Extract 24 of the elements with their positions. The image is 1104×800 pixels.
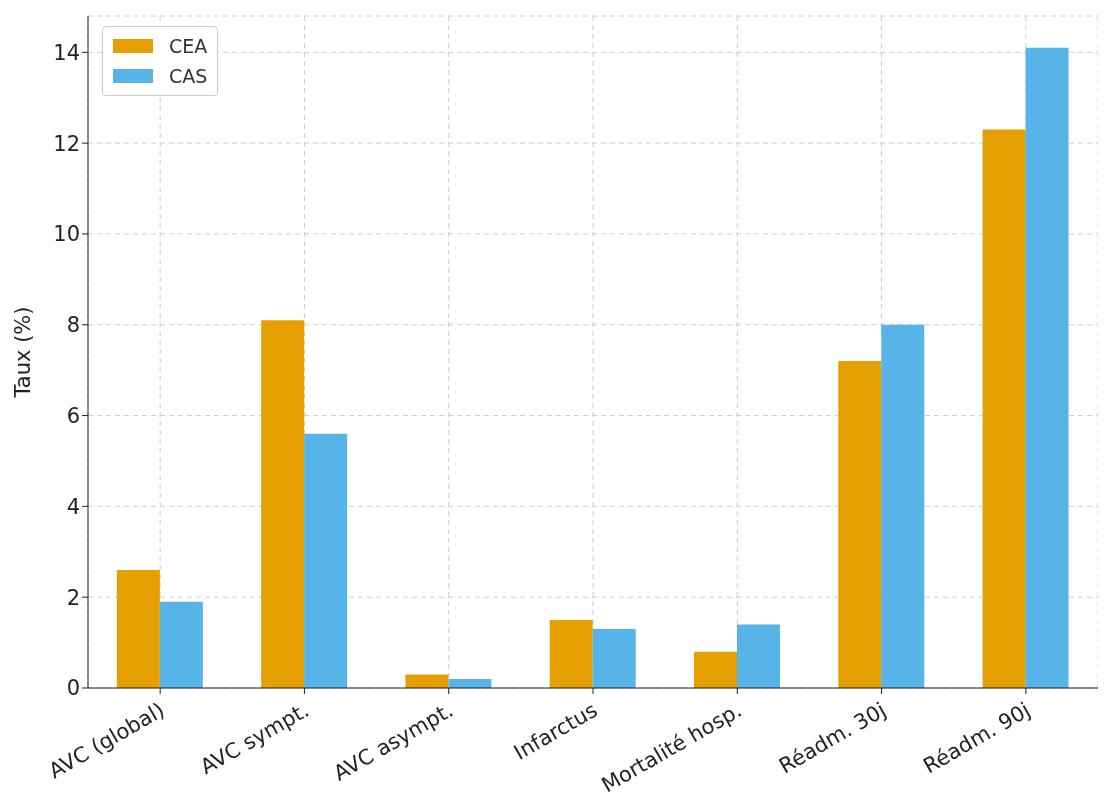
y-tick-label: 6 xyxy=(66,404,80,429)
y-tick-label: 14 xyxy=(53,40,80,65)
y-tick-label: 10 xyxy=(53,222,80,247)
bar xyxy=(881,324,925,688)
y-tick-label: 4 xyxy=(66,494,80,519)
y-tick-label: 2 xyxy=(66,585,80,610)
bar xyxy=(549,619,593,688)
bar xyxy=(159,601,203,688)
y-tick-label: 12 xyxy=(53,131,80,156)
bar xyxy=(405,674,449,688)
bar xyxy=(838,361,882,688)
bar xyxy=(694,651,737,688)
legend-label: CEA xyxy=(169,35,208,57)
y-tick-label: 0 xyxy=(66,676,80,701)
bar xyxy=(116,569,160,688)
bar xyxy=(1025,47,1069,688)
bar xyxy=(261,320,305,688)
bar xyxy=(592,628,636,688)
bar xyxy=(982,129,1026,688)
legend-label: CAS xyxy=(169,65,208,87)
bar xyxy=(304,433,348,688)
bar xyxy=(737,624,780,688)
y-axis-title: Taux (%) xyxy=(11,306,36,399)
y-tick-label: 8 xyxy=(66,313,80,338)
